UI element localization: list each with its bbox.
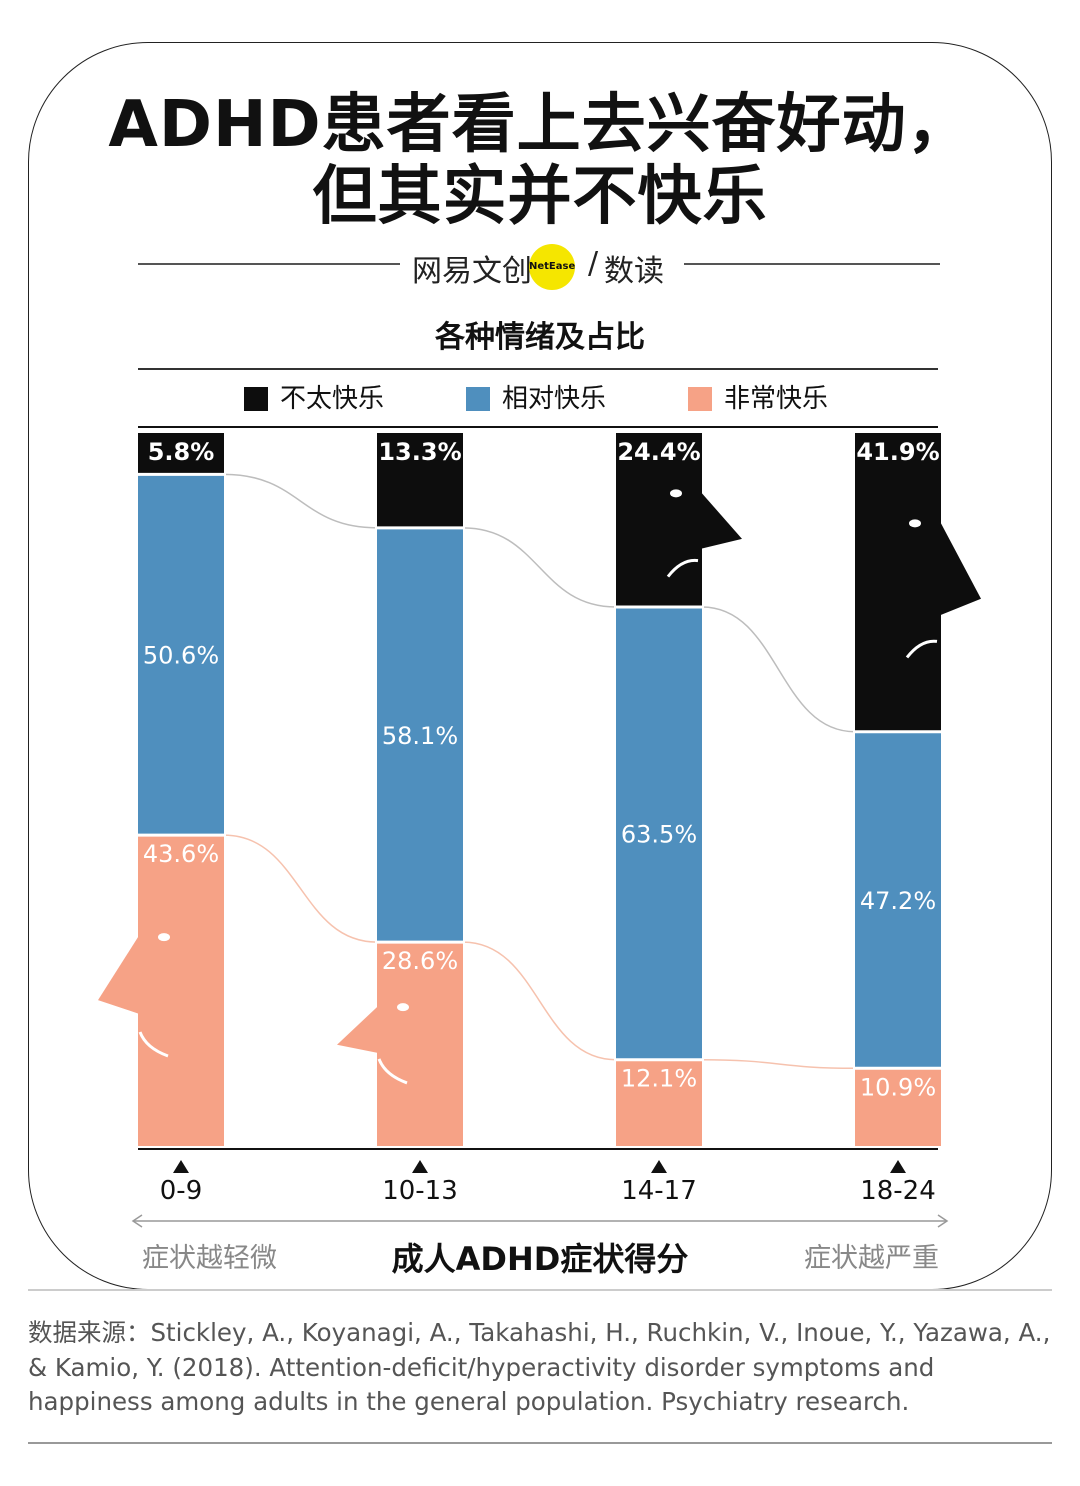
brand-name: 网易文创 bbox=[412, 254, 532, 289]
sad-face-14-17 bbox=[666, 489, 742, 578]
bottom-rule bbox=[28, 1442, 1052, 1444]
bar-0-9-series-2 bbox=[138, 835, 224, 1146]
happy-face-10-13 bbox=[337, 1003, 409, 1085]
brand-logo-dot: NetEase bbox=[529, 244, 575, 290]
page-title-line-2: 但其实并不快乐 bbox=[312, 160, 768, 234]
bar-value-labels: 5.8% 50.6% 43.6% 13.3% 58.1% 28.6% 24.4% 63.5% 1… bbox=[143, 438, 940, 1101]
bar-14-17-series-0 bbox=[616, 433, 702, 607]
legend-item-very-happy: 非常快乐 bbox=[688, 382, 828, 416]
legend-label-relatively-happy: 相对快乐 bbox=[502, 384, 607, 414]
bar-group bbox=[136, 433, 943, 1146]
category-label-0-9: 0-9 bbox=[159, 1176, 203, 1206]
page-title-line-1: ADHD患者看上去兴奋好动， bbox=[108, 88, 972, 162]
sad-face-18-24 bbox=[905, 519, 981, 659]
bar-10-13-series-2 bbox=[377, 942, 463, 1146]
legend-rule bbox=[138, 426, 938, 428]
source-citation: 数据来源：Stickley, A., Koyanagi, A., Takahas… bbox=[28, 1318, 1051, 1416]
brand-divider-right bbox=[684, 263, 940, 265]
value-label-18-24-series-1: 47.2% bbox=[860, 887, 936, 915]
legend-item-unhappy: 不太快乐 bbox=[244, 382, 384, 416]
value-label-10-13-series-0: 13.3% bbox=[378, 438, 461, 466]
chart-title: 各种情绪及占比 bbox=[435, 320, 645, 355]
chart-title-rule bbox=[138, 368, 938, 370]
bar-10-13-series-1 bbox=[377, 527, 463, 943]
axis-note-severe: 症状越严重 bbox=[804, 1243, 939, 1274]
bar-0-9-series-1 bbox=[138, 474, 224, 836]
happy-face-0-9 bbox=[98, 933, 170, 1058]
bar-18-24-series-2 bbox=[855, 1068, 941, 1146]
x-axis-title: 成人ADHD症状得分 bbox=[391, 1240, 689, 1278]
legend-label-unhappy: 不太快乐 bbox=[280, 384, 385, 414]
value-label-14-17-series-0: 24.4% bbox=[617, 438, 700, 466]
value-label-14-17-series-1: 63.5% bbox=[621, 820, 697, 848]
category-label-14-17: 14-17 bbox=[621, 1176, 697, 1206]
face-silhouettes bbox=[98, 489, 981, 1085]
value-label-0-9-series-1: 50.6% bbox=[143, 642, 219, 670]
bar-10-13-series-0 bbox=[377, 433, 463, 528]
category-marker-3 bbox=[890, 1160, 906, 1173]
legend-item-relatively-happy: 相对快乐 bbox=[466, 382, 606, 416]
brand-divider-left bbox=[138, 263, 400, 265]
bar-14-17-series-2 bbox=[616, 1059, 702, 1146]
category-marker-0 bbox=[173, 1160, 189, 1173]
category-label-10-13: 10-13 bbox=[382, 1176, 458, 1206]
legend-swatch-relatively-happy bbox=[466, 387, 490, 411]
bar-14-17-series-1 bbox=[616, 606, 702, 1060]
value-label-18-24-series-2: 10.9% bbox=[860, 1073, 936, 1101]
value-label-0-9-series-2: 43.6% bbox=[143, 840, 219, 868]
legend-swatch-very-happy bbox=[688, 387, 712, 411]
footer-divider bbox=[28, 1289, 1052, 1291]
bar-18-24-series-0 bbox=[855, 433, 941, 732]
value-label-10-13-series-2: 28.6% bbox=[382, 947, 458, 975]
category-label-18-24: 18-24 bbox=[860, 1176, 936, 1206]
legend-label-very-happy: 非常快乐 bbox=[724, 384, 829, 414]
value-label-0-9-series-0: 5.8% bbox=[148, 438, 215, 466]
bar-18-24-series-1 bbox=[855, 731, 941, 1069]
value-label-14-17-series-2: 12.1% bbox=[621, 1065, 697, 1093]
value-label-10-13-series-1: 58.1% bbox=[382, 722, 458, 750]
brand-column: 数读 bbox=[604, 254, 664, 289]
category-marker-2 bbox=[651, 1160, 667, 1173]
category-marker-1 bbox=[412, 1160, 428, 1173]
axis-note-mild: 症状越轻微 bbox=[142, 1243, 277, 1274]
legend-swatch-unhappy bbox=[244, 387, 268, 411]
value-label-18-24-series-0: 41.9% bbox=[856, 438, 939, 466]
bar-0-9-series-0 bbox=[138, 433, 224, 475]
brand-slash: / bbox=[588, 246, 599, 281]
